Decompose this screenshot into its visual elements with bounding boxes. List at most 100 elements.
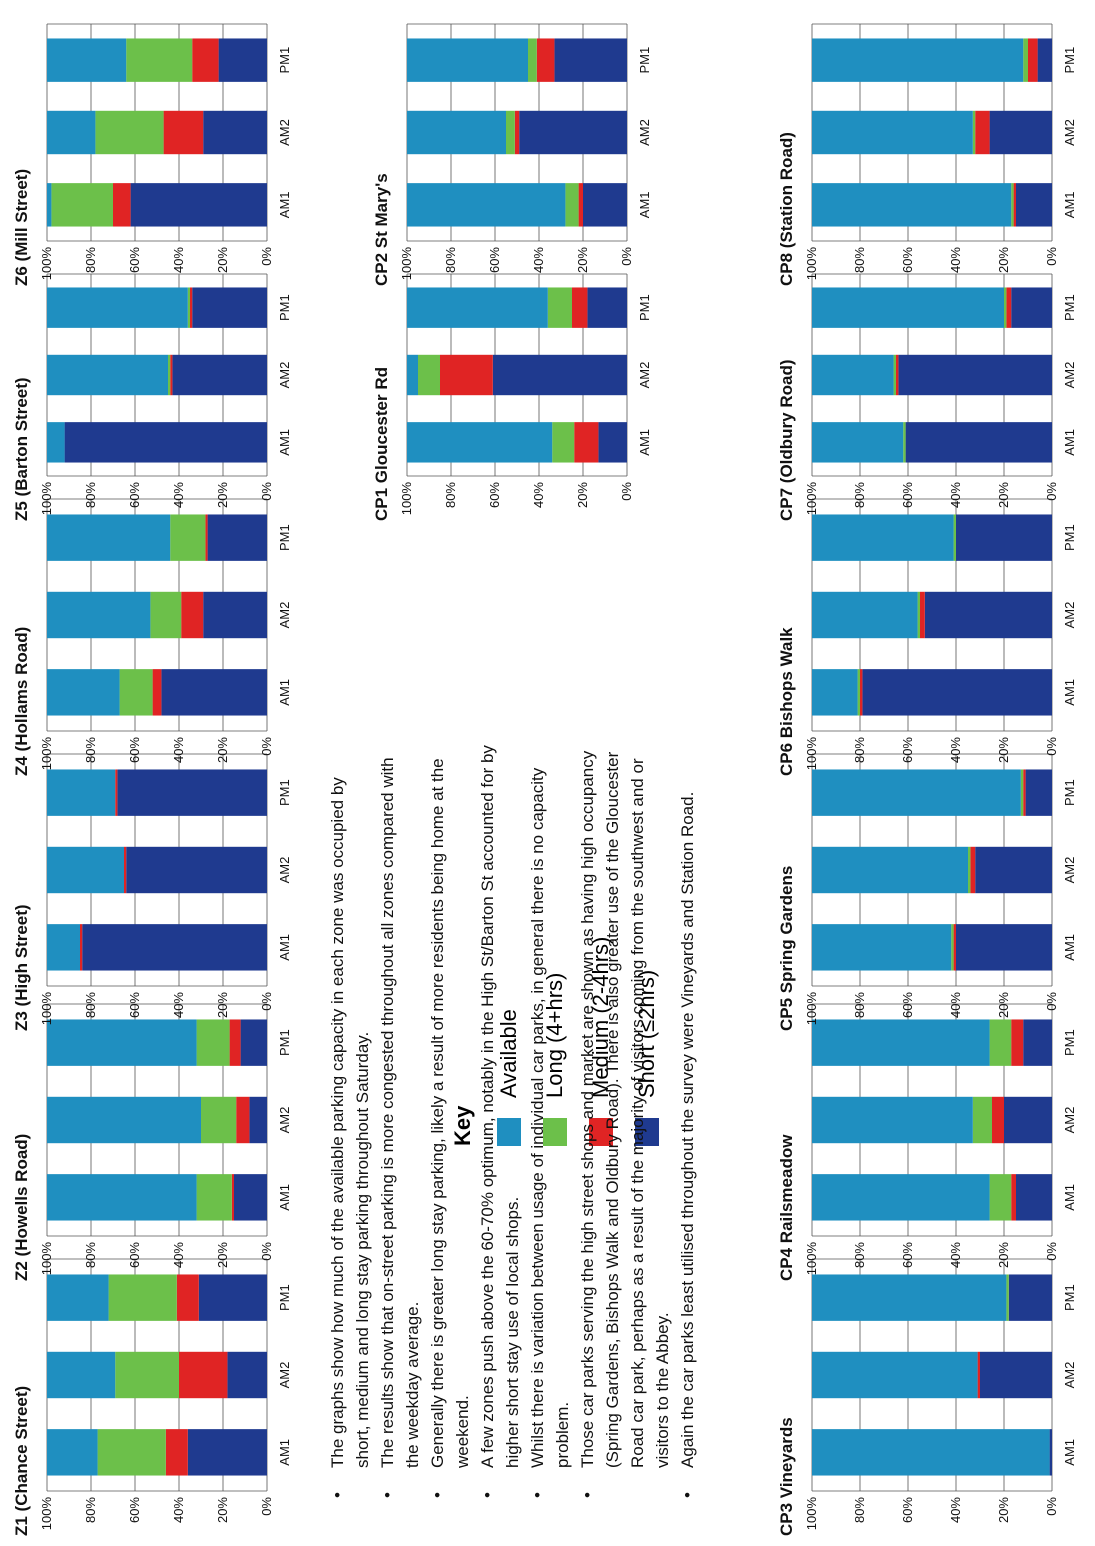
bar-segment: [108, 1274, 177, 1321]
bar-segment: [812, 110, 973, 155]
bar-segment: [1011, 287, 1053, 328]
y-tick-label: 80%: [852, 482, 867, 508]
bar-segment: [47, 1019, 197, 1066]
bar-segment: [126, 846, 267, 894]
y-tick-label: 100%: [399, 247, 414, 281]
bar-segment: [113, 183, 131, 227]
x-category-label: AM2: [277, 1107, 292, 1134]
x-category-label: AM2: [277, 362, 292, 389]
bar-segment: [227, 1351, 267, 1399]
bar-segment: [812, 846, 968, 894]
bar-segment: [506, 110, 515, 155]
bar-segment: [812, 591, 918, 639]
bar-segment: [234, 1174, 267, 1221]
bar-segment: [187, 287, 191, 328]
bar-segment: [165, 1429, 188, 1476]
x-category-label: AM2: [277, 1362, 292, 1389]
x-category-label: AM2: [277, 602, 292, 629]
y-tick-label: 40%: [171, 1497, 186, 1523]
bar-segment: [862, 669, 1053, 716]
x-category-label: AM1: [277, 1184, 292, 1211]
y-tick-label: 80%: [852, 247, 867, 273]
y-tick-label: 100%: [399, 482, 414, 516]
bar-segment: [587, 287, 628, 328]
bar-segment: [407, 110, 506, 155]
bar-segment: [407, 183, 566, 227]
bar-segment: [1006, 287, 1012, 328]
y-tick-label: 60%: [900, 737, 915, 763]
bar-segment: [179, 1351, 228, 1399]
bar-segment: [1020, 769, 1024, 816]
bar-segment: [1016, 183, 1052, 227]
bar-segment: [47, 110, 96, 155]
bar-segment: [152, 669, 162, 716]
bar-segment: [172, 354, 267, 396]
x-category-label: PM1: [277, 779, 292, 806]
y-tick-label: 80%: [852, 1497, 867, 1523]
bar-segment: [528, 38, 537, 82]
y-tick-label: 100%: [804, 247, 819, 281]
y-tick-label: 80%: [83, 992, 98, 1018]
bar-segment: [190, 287, 193, 328]
note-item: Those car parks serving the high street …: [575, 736, 675, 1498]
bar-segment: [192, 287, 267, 328]
x-category-label: AM2: [1062, 602, 1077, 629]
bar-segment: [124, 846, 127, 894]
y-tick-label: 60%: [900, 1242, 915, 1268]
bar-segment: [905, 422, 1052, 463]
bar-segment: [812, 183, 1012, 227]
y-tick-label: 80%: [83, 1497, 98, 1523]
y-tick-label: 40%: [948, 247, 963, 273]
y-tick-label: 100%: [39, 247, 54, 281]
y-tick-label: 40%: [531, 247, 546, 273]
bar-segment: [47, 1351, 116, 1399]
bar-segment: [951, 924, 954, 971]
bar-segment: [119, 669, 153, 716]
bar-segment: [51, 183, 113, 227]
y-tick-label: 80%: [83, 1242, 98, 1268]
bar-segment: [170, 514, 206, 561]
bar-segment: [218, 38, 268, 82]
bar-segment: [554, 38, 628, 82]
bar-segment: [47, 287, 188, 328]
bar-segment: [1011, 1174, 1017, 1221]
bar-segment: [196, 1174, 232, 1221]
bar-segment: [812, 354, 894, 396]
x-category-label: PM1: [637, 294, 652, 321]
y-tick-label: 40%: [948, 737, 963, 763]
bar-segment: [1013, 183, 1016, 227]
y-tick-label: 20%: [996, 482, 1011, 508]
x-category-label: PM1: [637, 47, 652, 74]
bar-segment: [47, 1096, 201, 1144]
bar-segment: [203, 110, 267, 155]
y-tick-label: 60%: [487, 247, 502, 273]
bar-segment: [956, 514, 1052, 561]
y-tick-label: 20%: [215, 247, 230, 273]
bar-segment: [519, 110, 628, 155]
y-tick-label: 20%: [215, 737, 230, 763]
chart-title: Z2 (Howells Road): [12, 1134, 31, 1281]
y-tick-label: 40%: [171, 1242, 186, 1268]
note-item: Whilst there is variation between usage …: [525, 736, 575, 1498]
y-tick-label: 0%: [1044, 992, 1059, 1011]
bar-segment: [812, 1174, 990, 1221]
bar-segment: [1008, 1274, 1052, 1321]
bar-segment: [968, 846, 971, 894]
chart-panel: Z3 (High Street) 100% 80% 60% 40% 20% 0% AM1 AM2…: [12, 753, 292, 1031]
chart-title: CP6 Bishops Walk: [777, 627, 796, 776]
bar-segment: [176, 1274, 199, 1321]
bar-segment: [578, 183, 583, 227]
bar-segment: [492, 354, 627, 396]
bar-segment: [1025, 769, 1052, 816]
note-item: The results show that on-street parking …: [375, 736, 425, 1498]
x-category-label: PM1: [1062, 294, 1077, 321]
y-tick-label: 100%: [39, 737, 54, 771]
y-tick-label: 20%: [996, 247, 1011, 273]
bar-segment: [47, 514, 171, 561]
bar-segment: [896, 354, 899, 396]
y-tick-label: 100%: [804, 1497, 819, 1531]
y-tick-label: 20%: [996, 1242, 1011, 1268]
bar-segment: [47, 183, 52, 227]
bar-segment: [150, 591, 182, 639]
x-category-label: AM2: [277, 857, 292, 884]
